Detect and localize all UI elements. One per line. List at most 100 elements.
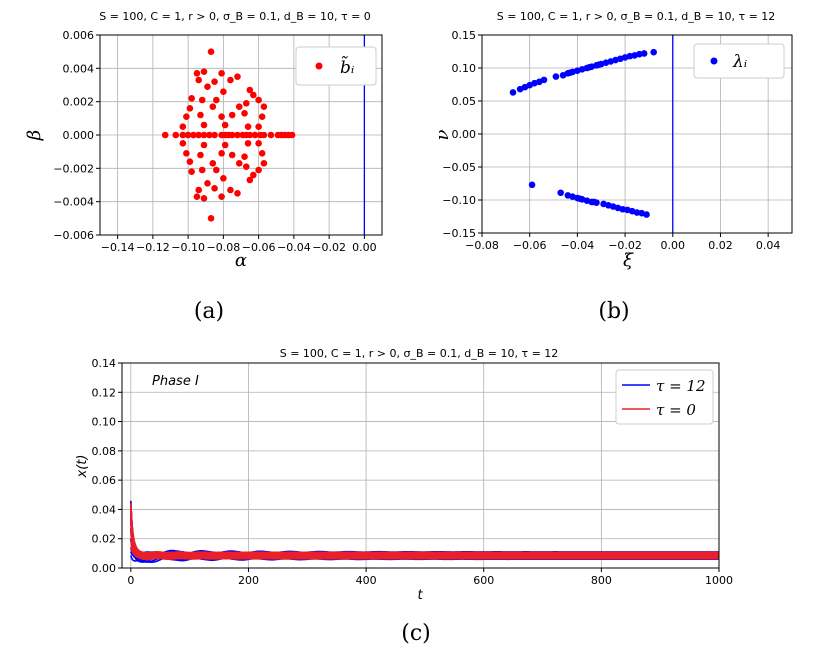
series-line-tau12 — [130, 505, 719, 559]
data-point — [195, 76, 202, 84]
data-point — [643, 211, 650, 218]
data-point — [244, 123, 252, 130]
tick-label-x: −0.08 — [207, 241, 241, 254]
panel-a-title: S = 100, C = 1, r > 0, σ_B = 0.1, d_B = … — [99, 10, 371, 23]
data-point — [200, 195, 208, 202]
tick-label-x: −0.06 — [513, 239, 547, 252]
panel-a-legend-label: b̃ᵢ — [340, 56, 354, 78]
data-point — [251, 131, 259, 139]
tick-label-x: −0.06 — [242, 241, 276, 254]
data-point — [218, 113, 225, 120]
data-point — [234, 131, 241, 139]
tick-label-y: 0.006 — [63, 29, 95, 42]
panel-b-legend-marker — [710, 57, 718, 65]
tick-label-y: 0.000 — [63, 129, 95, 142]
panel-b-caption: (b) — [598, 299, 629, 324]
panel-b-legend-label: λᵢ — [732, 52, 747, 72]
data-point — [260, 131, 268, 139]
data-point — [260, 103, 268, 110]
panel-c: S = 100, C = 1, r > 0, σ_B = 0.1, d_B = … — [75, 347, 733, 646]
data-point — [198, 166, 206, 174]
data-point — [246, 86, 254, 94]
tick-label-x: −0.08 — [465, 239, 499, 252]
tick-label-x: 0.04 — [756, 239, 781, 252]
data-point — [186, 158, 194, 165]
tick-label-y: 0.04 — [92, 503, 117, 516]
tick-label-y: 0.15 — [452, 29, 477, 42]
tick-label-y: 0.14 — [92, 357, 117, 370]
data-point — [250, 91, 257, 99]
tick-label-x: −0.02 — [608, 239, 642, 252]
panel-c-title: S = 100, C = 1, r > 0, σ_B = 0.1, d_B = … — [280, 347, 559, 360]
data-point — [205, 131, 213, 139]
series-line-tau0 — [130, 515, 719, 555]
data-point — [220, 175, 227, 182]
data-point — [183, 150, 190, 157]
data-point — [228, 131, 236, 139]
tick-label-x: −0.10 — [171, 241, 205, 254]
data-point — [204, 180, 211, 187]
data-point — [200, 121, 208, 129]
tick-label-x: 200 — [238, 574, 259, 587]
tick-label-y: −0.05 — [442, 161, 476, 174]
data-point — [195, 186, 202, 194]
panel-c-data — [130, 500, 720, 563]
tick-label-y: −0.006 — [53, 229, 94, 242]
data-point — [218, 70, 225, 77]
tick-label-x: 1000 — [705, 574, 733, 587]
panel-b: S = 100, C = 1, r > 0, σ_B = 0.1, d_B = … — [432, 10, 793, 324]
data-point — [246, 131, 254, 139]
data-point — [186, 105, 194, 112]
data-point — [650, 48, 657, 56]
panel-a-data — [161, 35, 366, 235]
series-line-tau12 — [130, 502, 719, 559]
panel-a-caption: (a) — [194, 299, 224, 324]
data-point — [234, 190, 241, 197]
data-point — [242, 163, 250, 170]
data-point — [211, 185, 218, 192]
data-point — [235, 103, 243, 110]
data-point — [258, 113, 266, 120]
data-point — [227, 76, 234, 84]
panel-c-annotation: Phase I — [152, 374, 199, 389]
panel-c-legend-label-0: τ = 12 — [656, 377, 706, 395]
tick-label-x: 400 — [356, 574, 377, 587]
tick-label-y: 0.06 — [92, 474, 117, 487]
data-point — [557, 189, 564, 197]
data-point — [228, 151, 236, 159]
data-point — [179, 131, 187, 139]
tick-label-y: 0.12 — [92, 386, 117, 399]
tick-label-y: −0.004 — [53, 196, 94, 209]
panel-c-xlabel: t — [417, 588, 423, 603]
data-point — [161, 131, 169, 139]
panel-c-ticks: 0 200 400 600 800 1000 0.00 0.02 0.04 0.06 0.08 0.1… — [92, 357, 734, 587]
series-line-tau0 — [130, 505, 719, 557]
data-point — [288, 131, 296, 139]
data-point — [200, 131, 208, 139]
tick-label-x: 0.02 — [708, 239, 733, 252]
panel-c-legend-label-1: τ = 0 — [656, 401, 696, 419]
data-point — [576, 195, 584, 202]
data-point — [193, 193, 201, 200]
panel-a-legend-marker — [315, 62, 323, 70]
data-point — [227, 186, 234, 194]
tick-label-y: 0.00 — [452, 128, 477, 141]
tick-label-x: −0.02 — [312, 241, 346, 254]
data-point — [241, 110, 248, 117]
series-line-tau0 — [130, 503, 719, 558]
data-point — [207, 215, 215, 222]
data-point — [179, 140, 187, 147]
data-point — [200, 141, 208, 149]
panel-a-xlabel: α — [235, 250, 247, 271]
tick-label-y: 0.00 — [92, 562, 117, 575]
tick-label-y: 0.004 — [63, 62, 95, 75]
data-point — [188, 168, 195, 175]
tick-label-y: 0.002 — [63, 96, 95, 109]
data-point — [218, 193, 225, 200]
data-point — [221, 121, 229, 129]
data-point — [540, 76, 548, 84]
data-point — [244, 140, 252, 147]
data-point — [528, 181, 536, 189]
data-point — [235, 160, 243, 167]
panel-b-ylabel: ν — [432, 129, 453, 140]
